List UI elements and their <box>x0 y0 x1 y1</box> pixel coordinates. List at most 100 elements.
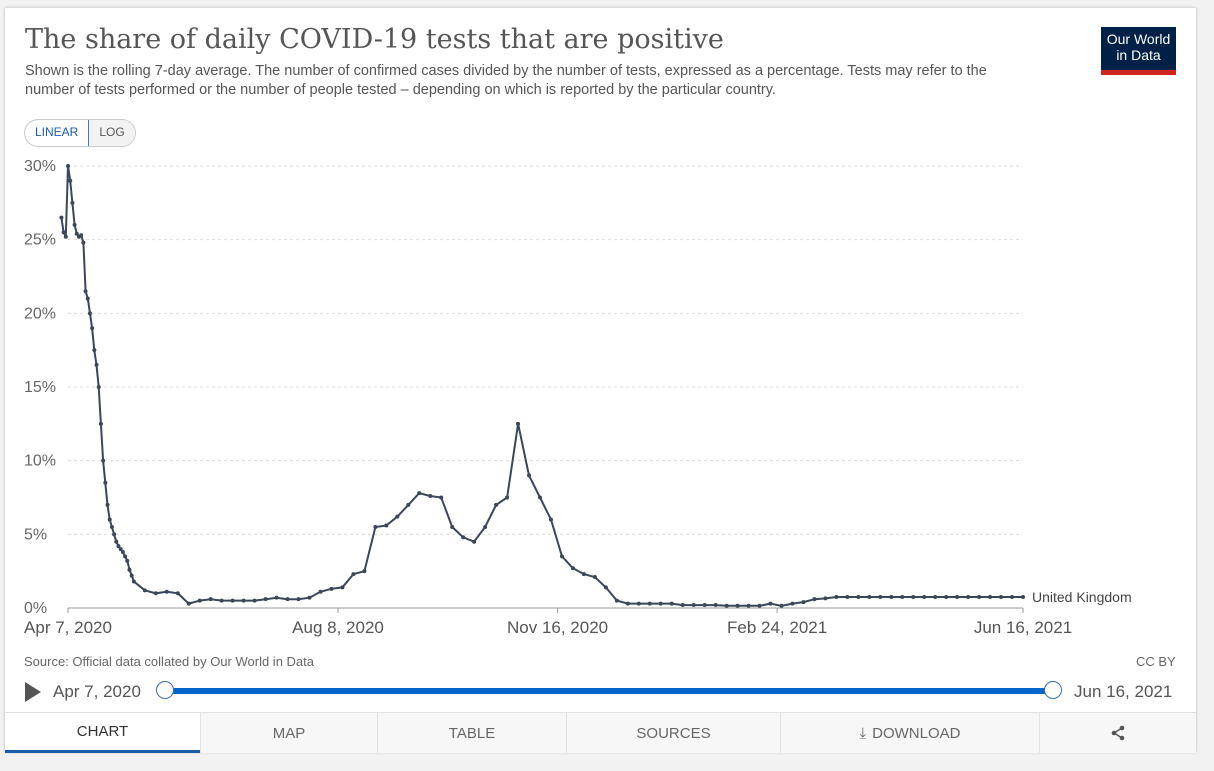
data-point <box>107 517 112 522</box>
y-tick-label: 25% <box>24 232 56 249</box>
data-point <box>285 597 290 602</box>
data-point <box>85 296 90 301</box>
tab-bar: CHART MAP TABLE SOURCES ⤓ DOWNLOAD <box>5 712 1196 753</box>
data-point <box>61 230 66 235</box>
data-point <box>131 579 136 584</box>
data-point <box>241 598 246 603</box>
timeline-track[interactable] <box>165 688 1054 694</box>
data-point <box>999 594 1004 599</box>
scale-toggle: LINEAR LOG <box>24 119 136 147</box>
tab-chart[interactable]: CHART <box>5 713 200 753</box>
timeline-end-handle[interactable] <box>1044 681 1062 699</box>
tab-sources-label: SOURCES <box>636 724 711 742</box>
data-point <box>724 603 729 608</box>
data-point <box>109 524 114 529</box>
x-tick-label: Aug 8, 2020 <box>292 618 384 637</box>
timeline-start-handle[interactable] <box>156 681 174 699</box>
data-point <box>362 569 367 574</box>
data-point <box>395 514 400 519</box>
data-point <box>966 594 971 599</box>
data-point <box>735 603 740 608</box>
data-point <box>252 598 257 603</box>
data-point <box>307 595 312 600</box>
data-point <box>164 589 169 594</box>
logo-line-2: in Data <box>1116 47 1161 63</box>
data-point <box>977 594 982 599</box>
data-point <box>603 585 608 590</box>
data-point <box>988 594 993 599</box>
log-scale-button[interactable]: LOG <box>89 120 135 146</box>
owid-logo[interactable]: Our World in Data <box>1101 27 1176 75</box>
data-point <box>68 178 73 183</box>
data-point <box>581 572 586 577</box>
data-point <box>856 594 861 599</box>
license-link[interactable]: CC BY <box>1136 654 1176 669</box>
x-tick-label: Apr 7, 2020 <box>24 618 112 637</box>
data-point <box>691 603 696 608</box>
data-point <box>114 539 119 544</box>
tab-download[interactable]: ⤓ DOWNLOAD <box>780 713 1039 753</box>
data-point <box>120 550 125 555</box>
tab-table[interactable]: TABLE <box>377 713 566 753</box>
data-point <box>944 594 949 599</box>
data-point <box>1010 594 1015 599</box>
data-point <box>658 601 663 606</box>
data-point <box>63 234 68 239</box>
data-point <box>118 547 123 552</box>
data-point <box>318 589 323 594</box>
data-point <box>59 215 64 220</box>
data-point <box>955 594 960 599</box>
data-point <box>296 597 301 602</box>
tab-map-label: MAP <box>272 724 306 742</box>
data-point <box>900 594 905 599</box>
data-point <box>845 594 850 599</box>
timeline-end-date: Jun 16, 2021 <box>1074 682 1173 701</box>
y-axis: 0% 5% 10% 15% 20% 25% 30% <box>24 158 56 617</box>
data-point <box>757 603 762 608</box>
data-point <box>153 591 158 596</box>
data-point <box>801 600 806 605</box>
data-point <box>834 594 839 599</box>
data-point <box>123 554 128 559</box>
data-point <box>112 532 117 537</box>
y-tick-label: 20% <box>24 305 56 322</box>
data-point <box>911 594 916 599</box>
tab-share[interactable] <box>1039 713 1196 753</box>
data-point <box>83 289 88 294</box>
data-point <box>175 591 180 596</box>
data-point <box>98 421 103 426</box>
data-point <box>384 523 389 528</box>
data-point <box>92 348 97 353</box>
series-line-united-kingdom <box>60 165 1023 607</box>
play-icon[interactable] <box>25 682 41 702</box>
data-point <box>867 594 872 599</box>
data-point <box>450 524 455 529</box>
data-point <box>889 594 894 599</box>
logo-line-1: Our World <box>1106 31 1171 47</box>
source-note[interactable]: Source: Official data collated by Our Wo… <box>24 654 314 669</box>
x-axis: Apr 7, 2020 Aug 8, 2020 Nov 16, 2020 Feb 24… <box>24 608 1072 637</box>
tab-map[interactable]: MAP <box>200 713 377 753</box>
tab-sources[interactable]: SOURCES <box>566 713 780 753</box>
y-tick-label: 0% <box>24 600 47 617</box>
data-point <box>702 603 707 608</box>
data-point <box>428 494 433 499</box>
data-point <box>116 544 121 549</box>
linear-scale-button[interactable]: LINEAR <box>24 120 90 146</box>
series-label-united-kingdom: United Kingdom <box>1032 589 1132 605</box>
y-tick-label: 30% <box>24 158 56 175</box>
data-point <box>625 601 630 606</box>
data-point <box>1021 594 1025 599</box>
data-point <box>779 603 784 608</box>
data-point <box>329 586 334 591</box>
data-point <box>548 517 553 522</box>
tab-chart-label: CHART <box>76 723 129 740</box>
data-point <box>812 597 817 602</box>
data-point <box>373 524 378 529</box>
data-point <box>790 601 795 606</box>
data-point <box>768 601 773 606</box>
data-point <box>66 164 70 168</box>
data-point <box>263 597 268 602</box>
data-point <box>439 495 444 500</box>
data-point <box>823 596 828 601</box>
